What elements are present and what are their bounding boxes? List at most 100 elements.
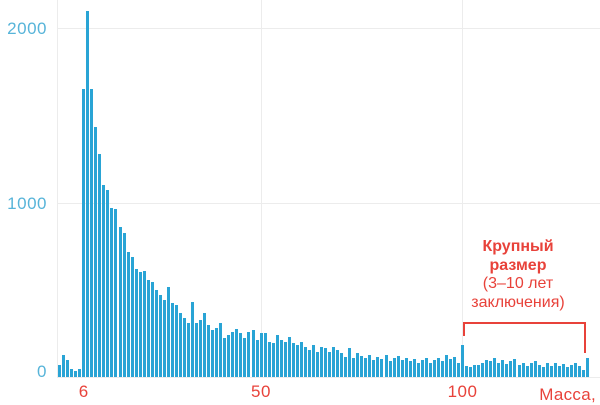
histogram-bar [473,365,477,377]
y-tick-label: 2000 [7,19,47,38]
histogram-bar [376,357,380,377]
histogram-bar [118,227,122,377]
histogram-bar [573,363,577,377]
histogram-bar [533,361,537,377]
histogram-bar [360,356,364,377]
histogram-bar [501,360,505,377]
histogram-bar [364,358,368,377]
histogram-bar [432,360,436,377]
y-axis-line [57,0,58,377]
histogram-bar [581,370,585,377]
histogram-bar [174,305,178,377]
histogram-bar [191,302,194,377]
histogram-bar [263,333,267,377]
histogram-bar [223,338,227,377]
y-tick-label: 1000 [7,194,47,213]
x-tick-label: 50 [251,382,271,401]
x-gridline [261,0,262,377]
histogram-bar [489,361,493,377]
histogram-bar [372,360,376,377]
histogram-bar [537,365,541,377]
histogram-bar [211,330,215,377]
bracket-left-leg [463,322,465,336]
histogram-bar [408,361,412,377]
histogram-bar [553,363,557,377]
histogram-bar [577,366,581,377]
histogram-bar [461,345,464,377]
histogram-bar [448,359,452,377]
histogram-bar [255,340,259,377]
histogram-bar [392,358,396,377]
x-tick-label: 100 [447,382,478,401]
histogram-bar [436,358,440,377]
x-gridline [462,0,463,377]
histogram-bar [493,358,497,377]
histogram-bar [187,323,190,377]
histogram-bar [199,320,203,377]
histogram-bar [513,359,517,377]
histogram-bar [170,303,174,377]
bracket-right-leg [584,322,586,353]
histogram-bar [412,359,416,377]
histogram-bar [94,127,98,377]
histogram-bar [138,272,142,377]
histogram-bar [549,366,553,377]
histogram-bar [98,154,102,377]
histogram-bar [203,313,207,377]
y-gridline [57,28,600,29]
histogram-bar [267,342,271,377]
histogram-bar [328,352,331,377]
histogram-bar [154,290,158,377]
histogram-bar [215,328,219,377]
histogram-bar [58,365,61,377]
annotation-title: Крупный размер [482,238,554,274]
histogram-bar [66,360,70,377]
histogram-bar [279,340,283,377]
histogram-bar [396,356,400,377]
histogram-bar [299,342,303,377]
histogram-bar [477,365,481,377]
histogram-bar [525,366,529,377]
histogram-bar [541,367,545,377]
histogram-bar [110,208,114,377]
histogram-bar [207,325,211,377]
histogram-bar [239,333,243,377]
histogram-bar [545,363,549,377]
histogram-bar [469,367,473,377]
histogram-bar [231,332,235,377]
histogram-bar [74,371,78,377]
histogram-bar [134,269,138,377]
histogram-bar [529,363,533,377]
histogram-bar [287,337,291,377]
histogram-bar [62,355,65,377]
histogram-bar [485,360,489,377]
histogram-bar [311,345,315,377]
histogram-bar [440,361,444,377]
histogram-bar [481,363,485,377]
histogram-bar [130,257,134,377]
histogram-bar [344,357,348,377]
histogram-bar [86,11,90,377]
histogram-bar [320,347,323,377]
histogram-bar [235,329,239,377]
histogram-bar [517,365,521,377]
bracket-top-line [463,322,586,324]
histogram-bar [219,323,223,377]
histogram-bar [227,335,231,377]
histogram-bar [561,364,565,377]
histogram-bar [122,233,126,377]
histogram-bar [586,358,589,377]
x-axis-line [57,377,600,378]
histogram-bar [444,355,448,377]
histogram-bar [275,335,279,377]
histogram-bar [509,361,513,377]
histogram-bar [102,185,106,377]
histogram-bar [142,271,146,377]
histogram-bar [428,363,432,377]
histogram-bar [521,363,525,377]
histogram-bar [195,323,198,377]
large-size-annotation: Крупный размер (3–10 лет заключения) [459,238,577,312]
x-axis-title: Масса, [539,385,596,404]
histogram-bar [271,343,275,377]
